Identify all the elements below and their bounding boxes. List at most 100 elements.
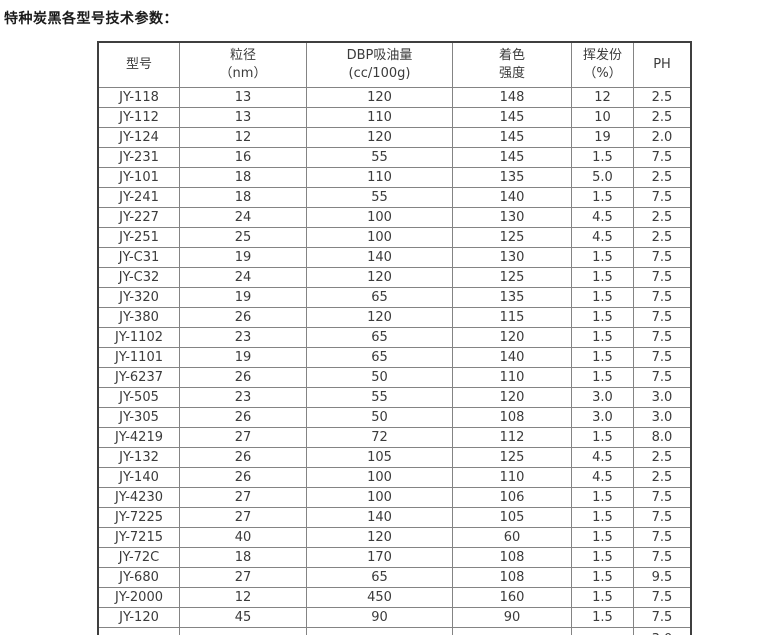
cell-ph: 7.5 bbox=[633, 147, 692, 168]
table-row: JY-72C 18 170 108 1.5 7.5 bbox=[97, 547, 692, 568]
cell-volatile: 1.5 bbox=[571, 347, 634, 368]
cell-tinting-strength: 80 bbox=[452, 627, 572, 635]
cell-model: JY-4219 bbox=[97, 427, 180, 448]
cell-volatile: 19 bbox=[571, 127, 634, 148]
cell-ph: 2.0 bbox=[633, 127, 692, 148]
cell-particle-size: 23 bbox=[179, 387, 307, 408]
cell-model: JY-120 bbox=[97, 607, 180, 628]
cell-volatile: 12 bbox=[571, 87, 634, 108]
cell-tinting-strength: 160 bbox=[452, 587, 572, 608]
cell-particle-size: 26 bbox=[179, 367, 307, 388]
col-header-line: 着色 bbox=[498, 48, 525, 63]
table-row: JY-2000 12 450 160 1.5 7.5 bbox=[97, 587, 692, 608]
cell-dbp-absorption: 140 bbox=[306, 247, 453, 268]
table-row: JY-227 24 100 130 4.5 2.5 bbox=[97, 207, 692, 228]
cell-volatile: 1.5 bbox=[571, 487, 634, 508]
cell-ph: 7.5 bbox=[633, 587, 692, 608]
cell-ph: 3.0 bbox=[633, 407, 692, 428]
cell-particle-size: 27 bbox=[179, 507, 307, 528]
cell-ph: 7.5 bbox=[633, 347, 692, 368]
cell-model: JY-1102 bbox=[97, 327, 180, 348]
table-row: JY-305 26 50 108 3.0 3.0 bbox=[97, 407, 692, 428]
cell-model: JY-140 bbox=[97, 467, 180, 488]
carbon-black-specs-table: 型号 粒径 （nm） DBP吸油量 (cc/100g) 着色 强度 挥发份 （%） PH JY-1… bbox=[97, 41, 692, 635]
cell-volatile: 1.5 bbox=[571, 327, 634, 348]
cell-particle-size: 12 bbox=[179, 127, 307, 148]
cell-dbp-absorption: 100 bbox=[306, 207, 453, 228]
cell-dbp-absorption: 170 bbox=[306, 547, 453, 568]
cell-model: JY-C32 bbox=[97, 267, 180, 288]
cell-dbp-absorption: 110 bbox=[306, 107, 453, 128]
cell-volatile: 1.5 bbox=[571, 507, 634, 528]
cell-tinting-strength: 90 bbox=[452, 607, 572, 628]
cell-model: JY-101 bbox=[97, 167, 180, 188]
cell-volatile: 3.0 bbox=[571, 407, 634, 428]
cell-tinting-strength: 145 bbox=[452, 107, 572, 128]
cell-particle-size: 27 bbox=[179, 567, 307, 588]
cell-model: JY-241 bbox=[97, 187, 180, 208]
cell-tinting-strength: 115 bbox=[452, 307, 572, 328]
cell-model: JY-320 bbox=[97, 287, 180, 308]
cell-volatile: 1.5 bbox=[571, 587, 634, 608]
cell-volatile: 4.5 bbox=[571, 227, 634, 248]
col-header-line: DBP吸油量 bbox=[346, 48, 413, 63]
table-row: JY-1101 19 65 140 1.5 7.5 bbox=[97, 347, 692, 368]
cell-particle-size: 26 bbox=[179, 447, 307, 468]
table-row: JY-6237 26 50 110 1.5 7.5 bbox=[97, 367, 692, 388]
cell-model: JY-112 bbox=[97, 107, 180, 128]
cell-particle-size: 19 bbox=[179, 347, 307, 368]
col-header-line: PH bbox=[653, 57, 671, 72]
table-row: JY-112 13 110 145 10 2.5 bbox=[97, 107, 692, 128]
cell-tinting-strength: 110 bbox=[452, 367, 572, 388]
cell-particle-size: 19 bbox=[179, 247, 307, 268]
cell-volatile: 1.5 bbox=[571, 247, 634, 268]
cell-dbp-absorption: 50 bbox=[306, 407, 453, 428]
table-row: JY-7215 40 120 60 1.5 7.5 bbox=[97, 527, 692, 548]
table-row: JY-4230 27 100 106 1.5 7.5 bbox=[97, 487, 692, 508]
cell-ph: 2.5 bbox=[633, 107, 692, 128]
cell-model: JY-100 bbox=[97, 627, 180, 635]
cell-ph: 7.5 bbox=[633, 287, 692, 308]
cell-ph: 7.5 bbox=[633, 307, 692, 328]
cell-dbp-absorption: 65 bbox=[306, 327, 453, 348]
cell-tinting-strength: 106 bbox=[452, 487, 572, 508]
cell-dbp-absorption: 50 bbox=[306, 367, 453, 388]
table-row: JY-680 27 65 108 1.5 9.5 bbox=[97, 567, 692, 588]
cell-dbp-absorption: 65 bbox=[306, 287, 453, 308]
cell-ph: 7.5 bbox=[633, 487, 692, 508]
cell-tinting-strength: 60 bbox=[452, 527, 572, 548]
table-row: JY-380 26 120 115 1.5 7.5 bbox=[97, 307, 692, 328]
cell-dbp-absorption: 110 bbox=[306, 167, 453, 188]
cell-particle-size: 27 bbox=[179, 487, 307, 508]
cell-ph: 7.5 bbox=[633, 267, 692, 288]
table-row: JY-7225 27 140 105 1.5 7.5 bbox=[97, 507, 692, 528]
page-title: 特种炭黑各型号技术参数： bbox=[4, 11, 178, 27]
cell-dbp-absorption: 55 bbox=[306, 387, 453, 408]
cell-tinting-strength: 140 bbox=[452, 347, 572, 368]
cell-model: JY-505 bbox=[97, 387, 180, 408]
cell-particle-size: 50 bbox=[179, 627, 307, 635]
cell-dbp-absorption: 105 bbox=[306, 447, 453, 468]
cell-model: JY-72C bbox=[97, 547, 180, 568]
cell-model: JY-118 bbox=[97, 87, 180, 108]
cell-dbp-absorption: 65 bbox=[306, 347, 453, 368]
cell-volatile: 3.0 bbox=[571, 627, 634, 635]
cell-tinting-strength: 125 bbox=[452, 267, 572, 288]
col-header-line: （nm） bbox=[219, 66, 267, 81]
col-header-particle-size: 粒径 （nm） bbox=[179, 41, 307, 88]
cell-particle-size: 16 bbox=[179, 147, 307, 168]
col-header-line: (cc/100g) bbox=[348, 66, 411, 81]
col-header-line: （%） bbox=[583, 66, 622, 81]
cell-volatile: 1.5 bbox=[571, 307, 634, 328]
table-row: JY-231 16 55 145 1.5 7.5 bbox=[97, 147, 692, 168]
cell-ph: 7.5 bbox=[633, 367, 692, 388]
cell-particle-size: 18 bbox=[179, 167, 307, 188]
cell-dbp-absorption: 105 bbox=[306, 627, 453, 635]
cell-ph: 8.0 bbox=[633, 427, 692, 448]
cell-particle-size: 27 bbox=[179, 427, 307, 448]
cell-ph: 3.0 bbox=[633, 627, 692, 635]
cell-tinting-strength: 110 bbox=[452, 467, 572, 488]
cell-particle-size: 18 bbox=[179, 187, 307, 208]
col-header-volatile: 挥发份 （%） bbox=[571, 41, 634, 88]
cell-model: JY-124 bbox=[97, 127, 180, 148]
